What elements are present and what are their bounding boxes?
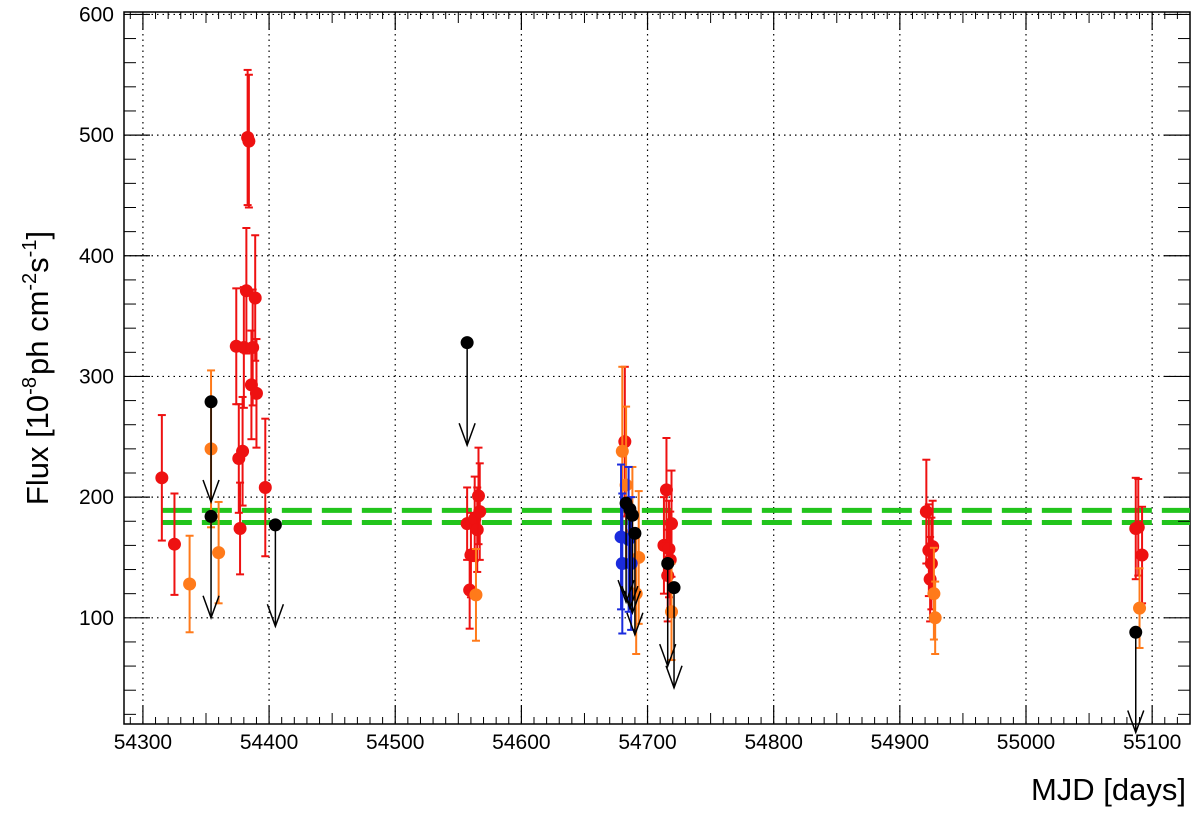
data-point (248, 291, 262, 305)
x-tick-label: 54400 (240, 731, 298, 754)
x-axis-title: MJD [days] (1031, 772, 1186, 807)
data-point (233, 522, 247, 536)
upper-limit-point (268, 518, 282, 532)
data-point (236, 444, 250, 458)
axis-ticks: 54300 54400 54500 54600 54700 54800 54900 55000… (79, 3, 1190, 754)
data-point (469, 588, 483, 602)
data-point (1133, 601, 1147, 615)
plot-area (123, 11, 1191, 725)
data-point (239, 284, 253, 298)
data-point (471, 489, 485, 503)
upper-limit-arrow-head (665, 665, 683, 690)
upper-limits (202, 336, 1145, 735)
reference-lines (161, 507, 1190, 525)
x-tick-label: 54300 (114, 731, 172, 754)
data-point (1135, 548, 1149, 562)
upper-limit-arrow-head (202, 595, 220, 620)
upper-limit-arrow-head (659, 643, 677, 669)
x-tick-label: 55100 (1123, 731, 1181, 754)
data-point (919, 505, 933, 519)
x-tick-label: 54800 (744, 731, 802, 754)
svg-text:Flux [10-8ph cm-2s-1]: Flux [10-8ph cm-2s-1] (19, 231, 55, 505)
data-point (212, 546, 226, 560)
data-point (924, 556, 938, 570)
data-point (928, 611, 942, 625)
upper-limit-arrow-head (617, 579, 635, 605)
data-point (659, 483, 673, 497)
upper-limit-point (625, 508, 639, 522)
y-tick-label: 200 (79, 486, 114, 509)
data-point (473, 505, 487, 519)
data-point (927, 587, 941, 601)
data-series (155, 68, 1149, 662)
data-point (183, 577, 197, 591)
upper-limit-arrow-head (623, 590, 642, 616)
upper-limit-point (204, 395, 218, 409)
y-tick-label: 600 (79, 3, 114, 26)
y-tick-label: 300 (79, 365, 114, 388)
y-tick-label: 400 (79, 245, 114, 268)
upper-limit-arrow-head (458, 422, 476, 448)
data-point (258, 480, 272, 494)
data-point (470, 523, 484, 537)
data-point (665, 517, 679, 531)
x-tick-label: 54600 (492, 731, 550, 754)
data-point (249, 386, 263, 400)
upper-limit-point (667, 581, 681, 595)
x-tick-label: 55000 (997, 731, 1055, 754)
data-point (167, 537, 181, 551)
upper-limit-point (628, 526, 642, 540)
data-point (665, 605, 679, 619)
y-tick-label: 500 (79, 124, 114, 147)
upper-limit-point (661, 556, 675, 570)
x-tick-label: 54500 (366, 731, 424, 754)
x-tick-label: 54900 (871, 731, 929, 754)
upper-limit-point (1129, 625, 1143, 639)
y-axis-title: Flux [10-8ph cm-2s-1] (19, 231, 55, 505)
data-point (155, 471, 169, 485)
data-point (926, 540, 940, 554)
upper-limit-arrow-head (1127, 710, 1145, 735)
upper-limit-arrow-head (266, 603, 285, 629)
upper-limit-arrow-head (202, 479, 220, 505)
data-point (242, 134, 256, 148)
upper-limit-arrow-head (626, 612, 644, 637)
y-tick-label: 100 (79, 607, 114, 630)
upper-limit-point (204, 509, 218, 523)
upper-limit-point (460, 336, 474, 350)
x-tick-label: 54700 (618, 731, 676, 754)
